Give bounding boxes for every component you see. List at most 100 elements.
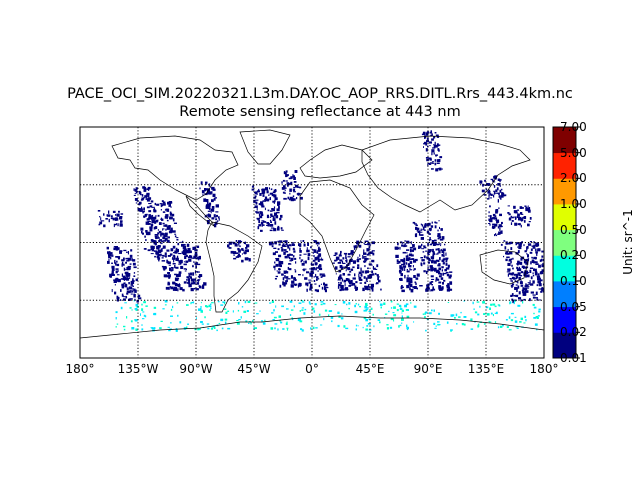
swath-pixel (205, 189, 209, 191)
swath-pixel (527, 282, 531, 284)
swath-pixel-southern-ocean (495, 311, 498, 315)
swath-pixel-southern-ocean (131, 327, 135, 330)
swath-pixel (532, 272, 534, 275)
swath-pixel (178, 253, 182, 255)
swath-pixel (206, 200, 209, 204)
swath-pixel-southern-ocean (227, 310, 230, 312)
swath-pixel-southern-ocean (456, 323, 458, 325)
swath-pixel-southern-ocean (489, 307, 491, 310)
swath-pixel (445, 263, 448, 266)
swath-pixel (162, 222, 165, 225)
swath-pixel (174, 235, 177, 238)
coastline-africa (299, 179, 375, 273)
swath-pixel (303, 243, 305, 247)
swath-pixel (106, 214, 109, 217)
swath-pixel (430, 275, 434, 278)
swath-pixel (432, 288, 436, 291)
swath-pixel (117, 213, 120, 217)
swath-pixel (490, 197, 492, 199)
swath-pixel (237, 240, 241, 244)
swath-pixel-southern-ocean (498, 304, 501, 307)
swath-pixel (176, 255, 179, 258)
swath-pixel (173, 255, 176, 259)
colorbar (552, 126, 580, 359)
swath-pixel (123, 257, 125, 261)
swath-pixel (433, 269, 437, 272)
swath-pixel (339, 275, 342, 278)
swath-pixel (244, 251, 247, 255)
swath-pixel (149, 205, 153, 208)
swath-pixel (437, 159, 441, 163)
swath-pixel (544, 273, 547, 275)
swath-pixel (110, 217, 113, 220)
swath-pixel (524, 289, 526, 293)
swath-pixel (129, 298, 133, 300)
swath-pixel (116, 260, 118, 263)
swath-pixel (320, 258, 324, 261)
swath-pixel (128, 273, 131, 277)
swath-pixel (168, 204, 171, 207)
swath-pixel (514, 279, 516, 282)
swath-pixel (488, 195, 490, 199)
swath-pixel-southern-ocean (390, 307, 393, 309)
swath-pixel (205, 199, 209, 202)
swath-pixel (238, 245, 241, 247)
swath-pixel (272, 209, 275, 212)
swath-pixel (287, 245, 289, 249)
swath-pixel-southern-ocean (164, 300, 168, 303)
swath-pixel (428, 249, 432, 252)
swath-pixel (501, 188, 503, 191)
swath-pixel (499, 227, 501, 231)
swath-pixel (400, 273, 403, 277)
swath-pixel-southern-ocean (392, 312, 395, 314)
swath-pixel (144, 195, 147, 198)
swath-pixel (251, 188, 255, 191)
swath-pixel (516, 215, 519, 218)
swath-pixel (312, 272, 315, 274)
swath-pixel (308, 281, 311, 284)
swath-pixel (198, 274, 201, 276)
swath-pixel (372, 266, 374, 270)
swath-pixel-southern-ocean (366, 325, 369, 327)
swath-pixel (420, 228, 422, 231)
swath-pixel (537, 248, 541, 252)
swath-pixel (163, 240, 167, 242)
swath-pixel (355, 281, 358, 284)
swath-pixel (111, 265, 115, 269)
swath-pixel (363, 276, 366, 279)
swath-pixel-southern-ocean (365, 304, 368, 306)
swath-pixel (287, 196, 290, 200)
swath-pixel (364, 243, 368, 245)
swath-pixel (99, 221, 103, 225)
swath-pixel (161, 240, 164, 243)
swath-pixel (137, 208, 140, 211)
swath-pixel (495, 233, 497, 236)
swath-pixel (433, 144, 435, 146)
swath-pixel-southern-ocean (236, 320, 239, 322)
swath-pixel (522, 293, 526, 296)
swath-pixel (269, 242, 272, 246)
swath-pixel (130, 249, 133, 252)
swath-pixel-southern-ocean (177, 314, 179, 317)
swath-pixel (200, 274, 203, 277)
swath-pixel (540, 271, 544, 275)
swath-pixel (354, 285, 357, 289)
swath-pixel-southern-ocean (396, 309, 399, 312)
swath-pixel (428, 259, 431, 262)
swath-pixel-southern-ocean (172, 305, 174, 309)
swath-pixel (499, 225, 503, 228)
swath-pixel (535, 248, 537, 252)
swath-pixel (261, 224, 265, 226)
swath-pixel-southern-ocean (386, 324, 389, 326)
swath-pixel (156, 219, 158, 223)
swath-pixel (146, 192, 150, 196)
swath-pixel (293, 250, 296, 253)
swath-pixel (158, 239, 161, 243)
swath-pixel (508, 258, 512, 262)
swath-pixel (507, 248, 509, 251)
swath-pixel (342, 273, 345, 276)
swath-pixel (173, 222, 177, 224)
swath-pixel (172, 256, 174, 259)
swath-pixel (258, 203, 261, 206)
swath-pixel (412, 265, 414, 268)
